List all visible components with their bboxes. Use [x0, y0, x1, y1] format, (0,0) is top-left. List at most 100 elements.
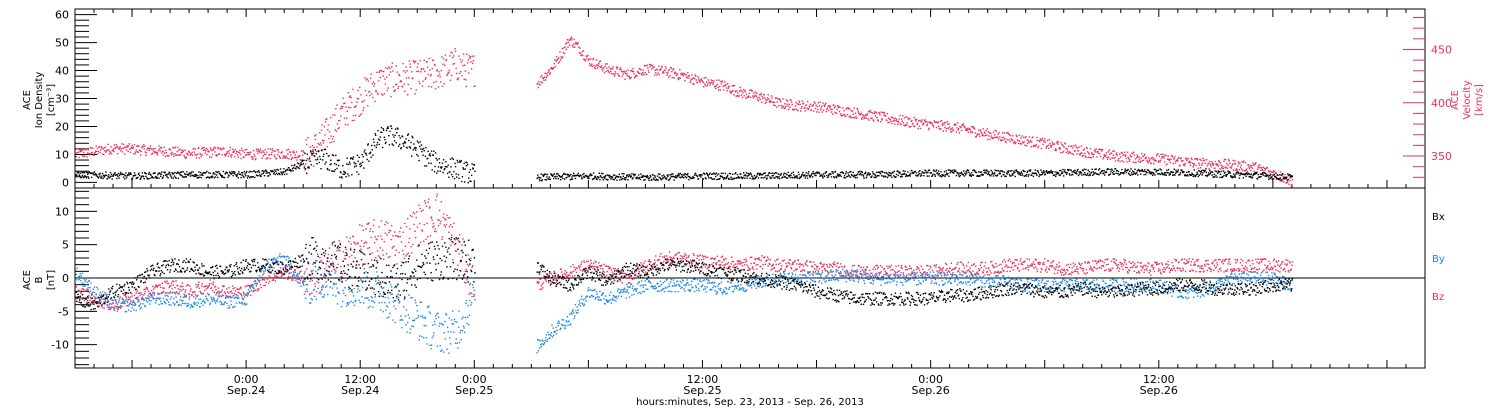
- bz-points-point: [384, 224, 386, 226]
- velocity-points-point: [1055, 149, 1057, 152]
- density-points-point: [441, 166, 443, 168]
- density-points-point: [147, 178, 149, 180]
- velocity-points-point: [958, 132, 960, 134]
- density-points-point: [1174, 172, 1177, 174]
- density-points-point: [1036, 174, 1038, 176]
- density-points-point: [400, 147, 402, 150]
- density-points-point: [196, 177, 198, 179]
- velocity-points-point: [926, 123, 928, 126]
- density-points-point: [1211, 174, 1213, 176]
- velocity-points-point: [420, 71, 422, 73]
- bz-points-point: [215, 292, 218, 294]
- velocity-points-point: [316, 146, 318, 148]
- velocity-points-point: [271, 148, 274, 150]
- density-points-point: [800, 175, 802, 178]
- density-points-point: [596, 176, 599, 178]
- density-points-point: [651, 179, 653, 181]
- velocity-points-point: [712, 82, 715, 84]
- velocity-points-point: [926, 124, 928, 127]
- density-points-point: [859, 170, 861, 173]
- density-points-point: [1159, 168, 1161, 170]
- velocity-points-point: [927, 121, 929, 123]
- velocity-points-point: [951, 130, 953, 133]
- density-points-point: [671, 175, 674, 178]
- velocity-points-point: [133, 153, 135, 155]
- density-points-point: [568, 175, 570, 178]
- bz-points-point: [391, 225, 393, 227]
- density-points-point: [948, 169, 951, 171]
- velocity-points-point: [1264, 168, 1267, 170]
- velocity-points-point: [1102, 158, 1104, 160]
- velocity-points-point: [582, 54, 584, 57]
- bz-points-point: [218, 290, 220, 292]
- velocity-points-point: [658, 73, 660, 76]
- velocity-points-point: [899, 114, 901, 117]
- density-points-point: [338, 159, 340, 161]
- density-points-point: [915, 174, 917, 177]
- velocity-points-point: [304, 163, 307, 165]
- density-points-point: [866, 173, 869, 176]
- density-points-point: [1141, 170, 1143, 172]
- velocity-points-point: [564, 46, 566, 48]
- density-points-point: [353, 161, 355, 164]
- velocity-points-point: [130, 147, 132, 150]
- velocity-points-point: [998, 132, 1000, 134]
- density-points-point: [319, 158, 322, 160]
- velocity-points-point: [862, 114, 864, 116]
- density-points-point: [776, 172, 778, 174]
- density-points-point: [786, 174, 788, 176]
- velocity-points-point: [883, 114, 885, 117]
- bz-points-point: [380, 235, 382, 237]
- bz-points-point: [359, 245, 361, 247]
- velocity-points-point: [1200, 159, 1202, 161]
- density-points-point: [320, 168, 322, 170]
- velocity-points-point: [912, 122, 914, 125]
- bz-points-point: [334, 268, 336, 271]
- velocity-points-point: [677, 77, 679, 80]
- density-points-point: [1163, 173, 1165, 176]
- density-points-point: [778, 177, 781, 180]
- density-points-point: [672, 175, 675, 178]
- velocity-points-point: [107, 143, 109, 146]
- velocity-points-point: [256, 150, 258, 152]
- velocity-points-point: [443, 83, 445, 85]
- density-points-point: [364, 149, 366, 151]
- density-points-point: [760, 173, 762, 176]
- density-points-point: [310, 164, 312, 166]
- velocity-points-point: [690, 78, 692, 81]
- velocity-points-point: [830, 108, 832, 110]
- velocity-points-point: [87, 152, 89, 154]
- density-points-point: [715, 175, 717, 178]
- velocity-points-point: [1186, 159, 1188, 162]
- velocity-points-point: [84, 149, 87, 151]
- bz-points-point: [163, 287, 165, 289]
- density-points-point: [265, 172, 267, 174]
- density-points-point: [1125, 170, 1127, 172]
- bz-points-point: [198, 287, 201, 289]
- density-points-point: [286, 168, 288, 171]
- density-points-point: [545, 173, 547, 175]
- density-points-point: [1124, 168, 1126, 170]
- velocity-points-point: [997, 133, 999, 135]
- density-points-point: [331, 170, 333, 172]
- velocity-points-point: [849, 115, 851, 117]
- bz-points-point: [388, 229, 391, 232]
- velocity-points-point: [944, 127, 946, 129]
- density-points-point: [538, 176, 540, 178]
- velocity-points-point: [737, 92, 739, 94]
- velocity-points-point: [470, 61, 472, 63]
- bz-points-point: [113, 306, 115, 309]
- bz-points-point: [141, 293, 143, 295]
- density-points-point: [162, 176, 164, 179]
- velocity-points-point: [1049, 142, 1051, 145]
- density-points-point: [1076, 173, 1078, 175]
- velocity-points-point: [743, 88, 745, 91]
- density-points-point: [912, 172, 914, 175]
- density-points-point: [326, 167, 328, 170]
- density-points-point: [450, 173, 453, 176]
- bz-points-point: [400, 241, 403, 243]
- density-points-point: [740, 176, 743, 178]
- density-points-point: [856, 176, 858, 179]
- bz-points-point: [371, 252, 373, 254]
- velocity-points-point: [170, 154, 173, 156]
